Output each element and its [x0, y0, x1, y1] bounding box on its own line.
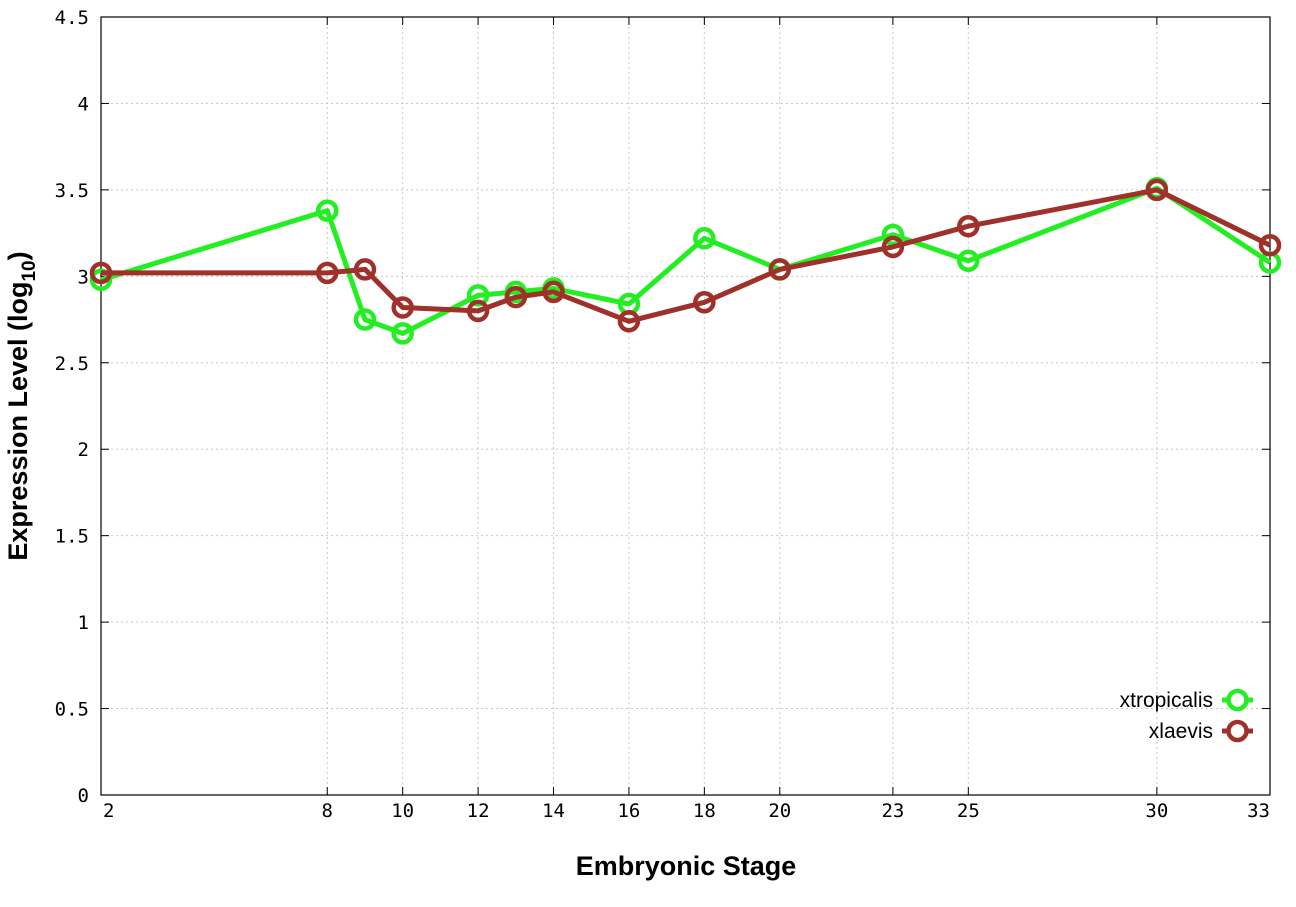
y-tick-label: 0.5	[55, 699, 89, 721]
data-point	[768, 258, 792, 281]
data-point	[466, 284, 490, 307]
x-tick-label: 30	[1145, 800, 1168, 822]
y-tick-label: 2.5	[55, 353, 89, 375]
data-point	[316, 199, 339, 222]
y-tick-label: 1.5	[55, 526, 89, 548]
y-tick-label: 1	[78, 612, 89, 634]
data-point	[957, 214, 980, 238]
y-axis-title-main: Expression Level (log	[3, 282, 33, 561]
data-point	[466, 299, 490, 323]
x-tick-label: 14	[542, 800, 565, 822]
y-tick-label: 3	[78, 266, 89, 288]
y-tick-label: 3.5	[55, 180, 89, 202]
legend-marker-swatch	[1226, 688, 1249, 712]
data-point	[542, 280, 565, 304]
data-point	[957, 249, 980, 273]
data-point	[504, 285, 528, 309]
x-tick-label: 33	[1247, 800, 1270, 822]
data-series	[89, 176, 1282, 345]
legend-label: xlaevis	[1149, 720, 1213, 743]
plot-frame	[100, 16, 1271, 796]
series-line	[100, 185, 1272, 336]
data-point	[1145, 178, 1169, 202]
x-tick-label: 25	[957, 800, 980, 822]
x-tick-label: 18	[693, 800, 716, 822]
y-axis-title-subscript: 10	[19, 260, 40, 281]
legend-entry-xtropicalis: xtropicalis	[1120, 688, 1253, 712]
legend: xtropicalis xlaevis	[1120, 688, 1253, 743]
x-tick-label: 8	[322, 800, 333, 822]
x-tick-label: 2	[103, 800, 114, 822]
data-point	[693, 227, 716, 250]
data-point	[617, 310, 641, 333]
legend-label: xtropicalis	[1120, 689, 1213, 712]
data-point	[693, 291, 716, 314]
legend-marker-swatch	[1226, 719, 1249, 743]
grid-lines	[101, 17, 1270, 795]
axis-ticks	[100, 16, 1271, 796]
x-tick-label: 23	[881, 800, 904, 822]
y-axis-title-close: )	[3, 251, 33, 260]
x-tick-label: 12	[467, 800, 490, 822]
y-tick-label: 0	[78, 785, 89, 807]
y-axis-title: Expression Level (log10)	[3, 251, 40, 560]
data-point	[391, 322, 414, 345]
data-point	[881, 235, 905, 259]
x-tick-label: 10	[391, 800, 414, 822]
data-point	[353, 308, 377, 331]
series-xlaevis	[89, 178, 1282, 333]
y-tick-label: 4	[78, 93, 89, 115]
data-point	[391, 296, 414, 319]
tick-labels: 2 8 10 12 14 16 18 20 23 25 30 33 0 0.5 1 1.5 2 2.5 3 3.5 4 4…	[55, 7, 1270, 822]
y-tick-label: 4.5	[55, 7, 89, 29]
x-axis-title: Embryonic Stage	[576, 851, 797, 881]
data-point	[316, 261, 339, 285]
x-tick-label: 20	[768, 800, 791, 822]
y-tick-label: 2	[78, 439, 89, 461]
data-point	[89, 261, 113, 285]
data-point	[1258, 233, 1282, 257]
series-xtropicalis	[89, 176, 1282, 345]
x-tick-label: 16	[617, 800, 640, 822]
data-point	[353, 258, 377, 281]
legend-entry-xlaevis: xlaevis	[1149, 719, 1253, 743]
data-point	[881, 223, 905, 247]
